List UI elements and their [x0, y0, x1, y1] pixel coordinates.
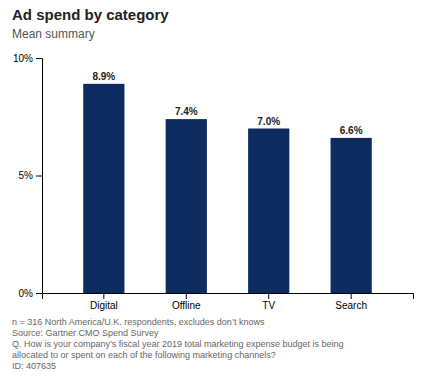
x-tick: Search [335, 293, 367, 311]
y-tick-label: 0% [19, 288, 34, 299]
data-label: 7.4% [175, 106, 198, 117]
y-tick-mark [36, 58, 42, 59]
x-tick-mark [268, 293, 269, 299]
bar [248, 129, 289, 294]
data-label: 7.0% [257, 116, 280, 127]
x-tick-label: Digital [90, 300, 118, 311]
x-tick: Offline [172, 293, 201, 311]
footnote: allocated to or spent on each of the fol… [12, 350, 276, 360]
y-tick-label: 10% [13, 53, 33, 64]
y-axis: 0% 5% 10% [13, 53, 43, 299]
data-label: 8.9% [92, 71, 115, 82]
x-tick-mark [186, 293, 187, 299]
x-tick: Digital [90, 293, 118, 311]
data-labels: 8.9% 7.4% 7.0% 6.6% [92, 71, 362, 136]
x-tick-mark [351, 293, 352, 299]
plot-area: 0% 5% 10% Digital Offline TV Search 8.9% 7.4% 7.0… [13, 53, 414, 311]
x-tick-mark [103, 293, 104, 299]
x-tick-label: Offline [172, 300, 201, 311]
axis-domain [43, 294, 414, 300]
y-tick: 10% [13, 53, 42, 64]
footnote: Source: Gartner CMO Spend Survey [12, 328, 159, 338]
bars [83, 84, 372, 293]
footnote: Q. How is your company’s fiscal year 201… [12, 339, 344, 349]
bar [331, 138, 372, 293]
data-label: 6.6% [340, 125, 363, 136]
chart-subtitle: Mean summary [12, 27, 95, 41]
footnote: ID: 407635 [12, 361, 56, 371]
y-tick-label: 5% [19, 170, 34, 181]
x-tick-label: Search [335, 300, 367, 311]
bar [83, 84, 124, 293]
chart-svg: Ad spend by category Mean summary 0% 5% 10% D… [0, 0, 429, 377]
chart-title: Ad spend by category [12, 6, 169, 23]
y-tick: 5% [19, 170, 42, 181]
y-tick-mark [36, 293, 42, 294]
y-tick-mark [36, 176, 42, 177]
y-tick: 0% [19, 288, 42, 299]
x-tick: TV [262, 293, 275, 311]
axis-domain [36, 59, 43, 294]
x-tick-label: TV [262, 300, 275, 311]
x-axis: Digital Offline TV Search [43, 293, 414, 311]
footnote: n = 316 North America/U.K. respondents, … [12, 317, 265, 327]
bar [166, 119, 207, 293]
